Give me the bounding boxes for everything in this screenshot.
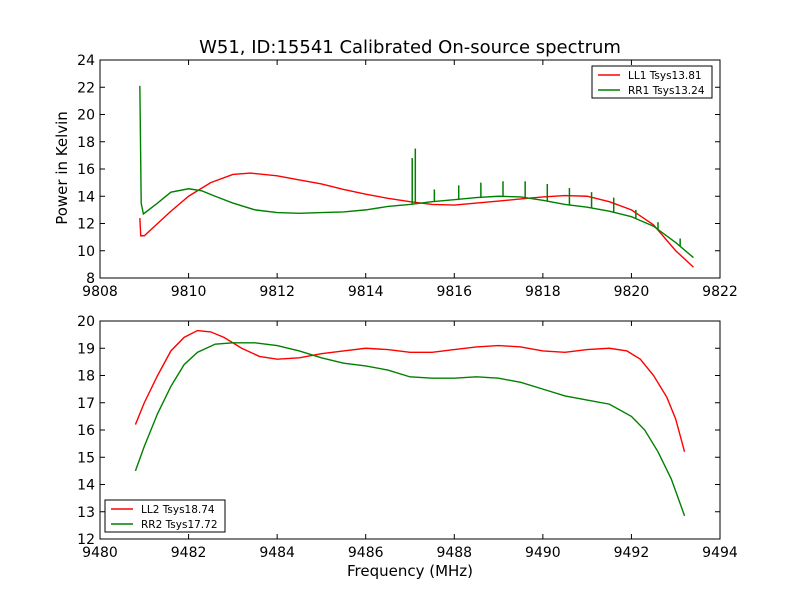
plot-lines — [139, 85, 694, 268]
legend-box — [104, 499, 226, 533]
x-tick-label: 9494 — [702, 545, 738, 561]
y-tick-label: 24 — [77, 53, 95, 69]
legend-label: LL2 Tsys18.74 — [141, 504, 215, 516]
series-line-1 — [134, 329, 686, 452]
y-tick-label: 15 — [77, 450, 95, 466]
y-tick-label: 20 — [77, 314, 95, 330]
x-tick-label: 9810 — [171, 284, 207, 300]
x-tick-label: 9482 — [171, 545, 207, 561]
y-tick-label: 12 — [77, 532, 95, 548]
y-tick-label: 17 — [77, 396, 95, 412]
x-tick-label: 9480 — [82, 545, 118, 561]
legend-label: LL1 Tsys13.81 — [628, 70, 702, 82]
y-tick-label: 13 — [77, 505, 95, 521]
x-axis-label: Frequency (MHz) — [347, 562, 473, 580]
x-tick-label: 9484 — [259, 545, 295, 561]
y-tick-label: 10 — [77, 244, 95, 260]
y-tick-label: 12 — [77, 217, 95, 233]
x-tick-label: 9816 — [436, 284, 472, 300]
x-tick-label: 9820 — [614, 284, 650, 300]
x-tick-label: 9822 — [702, 284, 738, 300]
y-tick-label: 18 — [77, 135, 95, 151]
plot-lines — [134, 329, 686, 517]
x-tick-label: 9488 — [436, 545, 472, 561]
y-tick-label: 8 — [86, 271, 95, 287]
y-tick-label: 14 — [77, 189, 95, 205]
x-tick-label: 9808 — [82, 284, 118, 300]
series-line-1 — [139, 172, 694, 268]
y-tick-label: 14 — [77, 478, 95, 494]
x-tick-label: 9486 — [348, 545, 384, 561]
chart-title: W51, ID:15541 Calibrated On-source spect… — [199, 37, 621, 58]
bottom-panel: 9480 9482 9484 9486 9488 9490 9492 9494 12 13 14 15… — [77, 314, 738, 561]
legend-label: RR2 Tsys17.72 — [141, 519, 218, 531]
y-tick-label: 16 — [77, 423, 95, 439]
y-tick-label: 19 — [77, 341, 95, 357]
legend: LL1 Tsys13.81 RR1 Tsys13.24 — [591, 65, 713, 99]
top-panel: 9808 9810 9812 9814 9816 9818 9820 9822 8 10 12 14 1… — [77, 53, 738, 300]
y-tick-label: 20 — [77, 108, 95, 124]
y-tick-label: 16 — [77, 162, 95, 178]
y-tick-label: 22 — [77, 80, 95, 96]
x-tick-label: 9812 — [259, 284, 295, 300]
series-line-2 — [134, 342, 686, 517]
x-tick-label: 9490 — [525, 545, 561, 561]
x-tick-label: 9492 — [614, 545, 650, 561]
legend-label: RR1 Tsys13.24 — [628, 85, 705, 97]
y-tick-label: 18 — [77, 369, 95, 385]
x-tick-label: 9818 — [525, 284, 561, 300]
legend-box — [591, 65, 713, 99]
y-axis-label: Power in Kelvin — [53, 111, 71, 225]
x-tick-label: 9814 — [348, 284, 384, 300]
legend: LL2 Tsys18.74 RR2 Tsys17.72 — [104, 499, 226, 533]
